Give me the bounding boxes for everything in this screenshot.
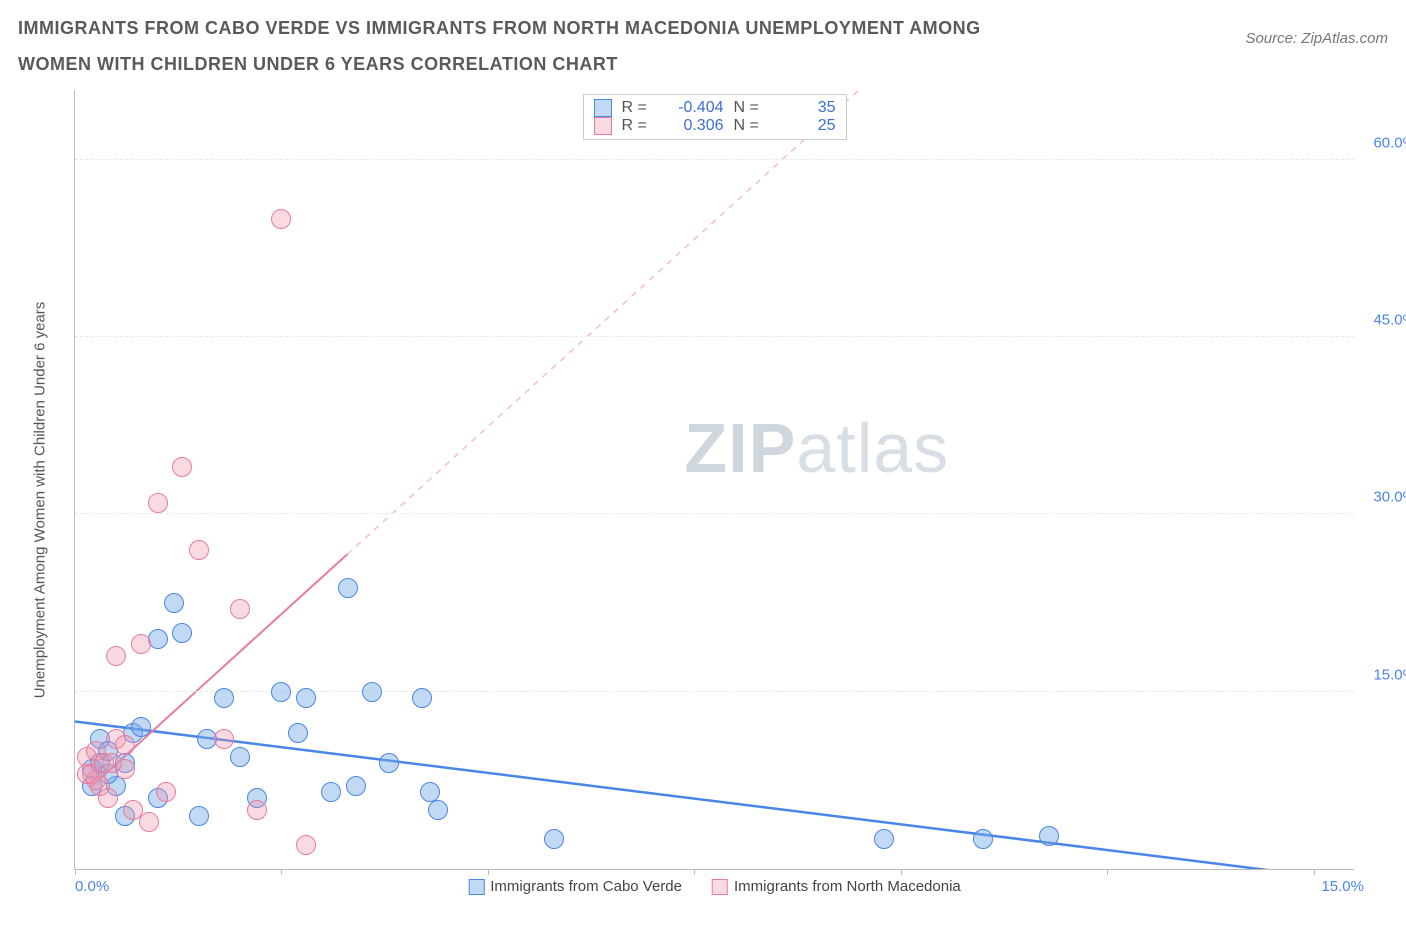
data-point xyxy=(544,829,564,849)
data-point xyxy=(77,764,97,784)
legend-label: Immigrants from Cabo Verde xyxy=(490,878,682,895)
data-point xyxy=(1039,826,1059,846)
n-value: 25 xyxy=(778,117,836,135)
gridline xyxy=(75,513,1354,514)
scatter-plot: ZIPatlas R =-0.404N =35R =0.306N =25 Imm… xyxy=(74,90,1354,870)
data-point xyxy=(230,599,250,619)
data-point xyxy=(346,776,366,796)
data-point xyxy=(115,735,135,755)
legend-item: Immigrants from North Macedonia xyxy=(712,878,961,895)
x-tick-mark xyxy=(488,869,489,875)
n-label: N = xyxy=(734,117,768,135)
data-point xyxy=(131,717,151,737)
data-point xyxy=(288,723,308,743)
chart-title: IMMIGRANTS FROM CABO VERDE VS IMMIGRANTS… xyxy=(18,10,1038,82)
data-point xyxy=(131,634,151,654)
x-tick-mark xyxy=(1107,869,1108,875)
data-point xyxy=(247,800,267,820)
data-point xyxy=(189,540,209,560)
data-point xyxy=(98,788,118,808)
data-point xyxy=(428,800,448,820)
data-point xyxy=(362,682,382,702)
x-tick-mark xyxy=(901,869,902,875)
data-point xyxy=(172,457,192,477)
gridline xyxy=(75,336,1354,337)
n-value: 35 xyxy=(778,99,836,117)
legend-label: Immigrants from North Macedonia xyxy=(734,878,961,895)
data-point xyxy=(271,209,291,229)
r-label: R = xyxy=(622,99,656,117)
source-label: Source: ZipAtlas.com xyxy=(1245,30,1388,47)
data-point xyxy=(296,688,316,708)
x-tick-mark xyxy=(1314,869,1315,875)
data-point xyxy=(321,782,341,802)
data-point xyxy=(189,806,209,826)
data-point xyxy=(156,782,176,802)
data-point xyxy=(230,747,250,767)
x-tick-label: 15.0% xyxy=(1321,878,1364,895)
legend-swatch xyxy=(468,879,484,895)
legend-correlation: R = -0.404 N = 35 R = 0.306 N = 25 xyxy=(583,94,847,140)
data-point xyxy=(148,493,168,513)
legend-swatch xyxy=(712,879,728,895)
y-tick-label: 15.0% xyxy=(1373,666,1406,683)
y-tick-label: 60.0% xyxy=(1373,134,1406,151)
x-tick-mark xyxy=(281,869,282,875)
legend-item: Immigrants from Cabo Verde xyxy=(468,878,682,895)
data-point xyxy=(106,646,126,666)
data-point xyxy=(973,829,993,849)
data-point xyxy=(214,688,234,708)
data-point xyxy=(271,682,291,702)
legend-swatch xyxy=(594,117,612,135)
data-point xyxy=(296,835,316,855)
legend-series: Immigrants from Cabo Verde Immigrants fro… xyxy=(468,878,961,895)
legend-row: R = 0.306 N = 25 xyxy=(594,117,836,135)
data-point xyxy=(172,623,192,643)
legend-row: R = -0.404 N = 35 xyxy=(594,99,836,117)
data-point xyxy=(338,578,358,598)
r-label: R = xyxy=(622,117,656,135)
gridline xyxy=(75,691,1354,692)
chart-area: Unemployment Among Women with Children U… xyxy=(50,90,1390,910)
data-point xyxy=(139,812,159,832)
watermark: ZIPatlas xyxy=(684,408,949,488)
data-point xyxy=(164,593,184,613)
data-point xyxy=(102,753,122,773)
r-value: -0.404 xyxy=(666,99,724,117)
data-point xyxy=(379,753,399,773)
x-tick-label: 0.0% xyxy=(75,878,109,895)
y-tick-label: 45.0% xyxy=(1373,312,1406,329)
n-label: N = xyxy=(734,99,768,117)
x-tick-mark xyxy=(694,869,695,875)
r-value: 0.306 xyxy=(666,117,724,135)
data-point xyxy=(214,729,234,749)
data-point xyxy=(412,688,432,708)
y-axis-label: Unemployment Among Women with Children U… xyxy=(32,302,49,699)
y-tick-label: 30.0% xyxy=(1373,489,1406,506)
trend-lines xyxy=(75,90,1354,869)
data-point xyxy=(874,829,894,849)
legend-swatch xyxy=(594,99,612,117)
header: IMMIGRANTS FROM CABO VERDE VS IMMIGRANTS… xyxy=(18,10,1388,82)
gridline xyxy=(75,159,1354,160)
x-tick-mark xyxy=(75,869,76,875)
